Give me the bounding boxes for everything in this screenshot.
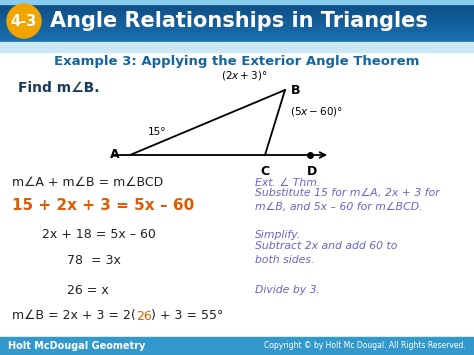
Bar xyxy=(0,27,474,31)
Bar xyxy=(0,0,474,3)
Bar xyxy=(0,38,474,41)
Text: Ext. ∠ Thm.: Ext. ∠ Thm. xyxy=(255,178,320,188)
Bar xyxy=(0,42,474,52)
Text: 4-3: 4-3 xyxy=(11,13,37,28)
Text: $(2x + 3)°$: $(2x + 3)°$ xyxy=(220,69,267,82)
Text: 26 = x: 26 = x xyxy=(67,284,109,296)
Bar xyxy=(0,29,474,33)
Bar xyxy=(0,0,474,2)
Bar xyxy=(0,32,474,34)
Text: A: A xyxy=(110,148,120,162)
Bar xyxy=(0,22,474,25)
Text: D: D xyxy=(307,165,317,178)
Circle shape xyxy=(7,4,41,38)
Text: m∠A + m∠B = m∠BCD: m∠A + m∠B = m∠BCD xyxy=(12,176,163,190)
Text: B: B xyxy=(291,83,301,97)
Text: 2x + 18 = 5x – 60: 2x + 18 = 5x – 60 xyxy=(42,229,156,241)
Bar xyxy=(0,40,474,43)
Bar xyxy=(0,9,474,11)
Bar xyxy=(0,1,474,4)
Bar xyxy=(0,12,474,15)
Text: C: C xyxy=(260,165,270,178)
Bar xyxy=(0,15,474,18)
Bar xyxy=(0,14,474,17)
Bar xyxy=(0,18,474,21)
Text: Angle Relationships in Triangles: Angle Relationships in Triangles xyxy=(50,11,428,31)
Text: 15°: 15° xyxy=(148,127,166,137)
Bar xyxy=(0,13,474,16)
Bar xyxy=(0,17,474,20)
Bar xyxy=(0,23,474,26)
Bar xyxy=(0,39,474,42)
Text: ) + 3 = 55°: ) + 3 = 55° xyxy=(152,310,224,322)
Text: Example 3: Applying the Exterior Angle Theorem: Example 3: Applying the Exterior Angle T… xyxy=(55,55,419,69)
Bar xyxy=(0,20,474,23)
Text: 78  = 3x: 78 = 3x xyxy=(67,253,121,267)
Bar xyxy=(0,35,474,38)
Bar xyxy=(0,19,474,22)
Text: Holt McDougal Geometry: Holt McDougal Geometry xyxy=(8,341,146,351)
Text: m∠B = 2x + 3 = 2(: m∠B = 2x + 3 = 2( xyxy=(12,310,136,322)
Bar xyxy=(0,33,474,36)
Text: Substitute 15 for m∠A, 2x + 3 for
m∠B, and 5x – 60 for m∠BCD.: Substitute 15 for m∠A, 2x + 3 for m∠B, a… xyxy=(255,189,440,212)
Bar xyxy=(0,34,474,37)
Bar xyxy=(0,26,474,29)
Bar xyxy=(0,16,474,19)
Bar xyxy=(0,24,474,27)
Text: 26: 26 xyxy=(136,310,152,322)
Bar xyxy=(0,5,474,9)
Bar xyxy=(0,0,474,4)
Bar xyxy=(0,36,474,39)
Bar xyxy=(0,337,474,355)
Bar xyxy=(0,37,474,40)
Bar xyxy=(0,3,474,6)
Bar xyxy=(0,6,474,9)
Bar xyxy=(0,2,474,5)
Text: 15 + 2x + 3 = 5x – 60: 15 + 2x + 3 = 5x – 60 xyxy=(12,197,194,213)
Bar xyxy=(0,28,474,32)
Bar xyxy=(0,11,474,13)
Bar xyxy=(0,25,474,28)
Bar xyxy=(0,7,474,10)
Text: Simplify.: Simplify. xyxy=(255,230,301,240)
Text: Subtract 2x and add 60 to
both sides.: Subtract 2x and add 60 to both sides. xyxy=(255,241,397,264)
Bar xyxy=(0,4,474,7)
Text: $(5x - 60)°$: $(5x - 60)°$ xyxy=(290,105,343,118)
Text: Copyright © by Holt Mc Dougal. All Rights Reserved.: Copyright © by Holt Mc Dougal. All Right… xyxy=(264,342,466,350)
Bar xyxy=(0,21,474,24)
Text: Find m∠B.: Find m∠B. xyxy=(18,81,100,95)
Bar xyxy=(0,31,474,34)
Text: Divide by 3.: Divide by 3. xyxy=(255,285,320,295)
Bar xyxy=(0,10,474,12)
